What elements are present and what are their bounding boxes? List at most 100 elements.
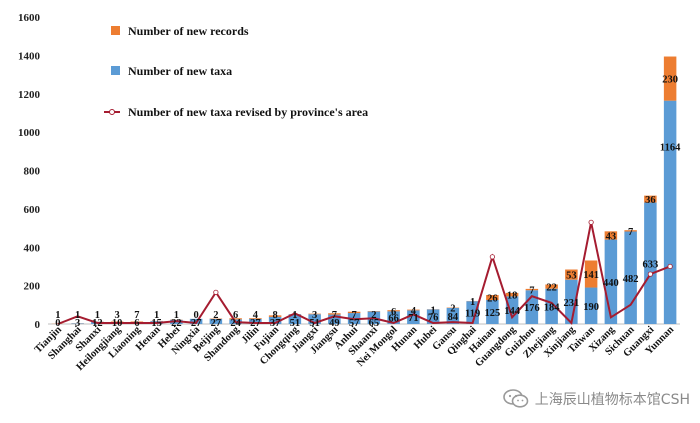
label-new-records: 43 [606,231,617,242]
label-new-taxa: 27 [250,318,261,329]
revised-point [667,263,673,270]
bar-new-records [268,315,282,317]
bar-new-records [624,230,637,232]
label-new-records: 1 [75,310,80,321]
bar-new-records [545,284,558,289]
label-new-taxa: 176 [524,303,540,314]
watermark: 上海辰山植物标本馆CSH [502,389,690,409]
label-new-records: 3 [312,310,317,321]
y-tick-label: 600 [24,204,41,216]
bar-new-records [565,269,578,280]
label-new-taxa: 24 [230,318,241,329]
bar-new-taxa [288,314,302,324]
label-new-taxa: 15 [151,318,162,329]
label-new-taxa: 119 [465,309,480,320]
label-new-records: 2 [450,304,455,315]
label-new-taxa: 51 [309,318,320,329]
label-new-records: 36 [645,195,656,206]
bar-new-records [584,260,598,288]
bar-new-records [407,309,420,311]
label-new-records: 141 [583,270,599,281]
bar-new-taxa [584,287,598,324]
label-new-taxa: 1164 [660,143,681,154]
label-new-taxa: 482 [623,274,639,285]
label-new-records: 1 [431,305,436,316]
bar-new-taxa [209,318,223,324]
label-new-records: 2 [371,310,376,321]
legend-label-new-records: Number of new records [128,24,249,38]
label-new-records: 26 [487,294,498,305]
label-new-records: 1 [55,310,60,321]
label-new-taxa: 10 [112,318,123,329]
y-tick-label: 800 [24,166,41,178]
bar-new-taxa [486,300,499,324]
bar-new-taxa [268,316,282,324]
label-new-records: 4 [253,310,259,321]
legend-swatch-new-taxa [111,66,120,75]
legend-swatch-new-records [111,26,120,35]
bar-new-taxa [446,307,460,324]
bar-new-taxa [466,301,479,324]
bar-new-taxa [426,309,440,324]
label-new-taxa: 66 [388,314,399,325]
legend-marker-revised [109,109,115,115]
label-new-records: 7 [352,310,357,321]
label-new-records: 3 [115,310,120,321]
legend-label-revised: Number of new taxa revised by province's… [128,105,368,119]
bar-new-taxa [663,100,677,324]
label-new-records: 0 [194,310,199,321]
bar-new-records [328,313,341,315]
label-new-taxa: 84 [448,312,459,323]
label-new-taxa: 0 [55,318,60,329]
bar-new-records [110,321,124,323]
label-new-records: 1 [174,310,179,321]
label-new-records: 22 [546,283,557,294]
label-new-taxa: 440 [603,278,619,289]
label-new-taxa: 633 [643,259,659,270]
bar-new-records [308,313,321,315]
value-labels: 0131121103671512212702722462743785115134… [55,75,681,329]
revised-point [647,271,653,277]
label-new-records: 7 [134,310,139,321]
legend: Number of new records Number of new taxa… [104,24,368,119]
bar-new-taxa [407,310,420,324]
y-tick-label: 1400 [18,50,41,62]
bar-new-records [505,292,519,297]
y-tick-label: 1000 [18,127,41,139]
label-new-taxa: 6 [134,318,139,329]
label-new-taxa: 37 [270,318,281,329]
label-new-taxa: 27 [191,318,202,329]
label-new-taxa: 125 [485,308,501,319]
label-new-records: 4 [411,306,417,317]
bar-new-records [347,311,361,314]
bar-new-records [604,231,618,240]
label-new-taxa: 71 [408,313,419,324]
label-new-records: 7 [332,310,337,321]
y-tick-label: 200 [24,281,41,293]
label-new-taxa: 51 [290,318,301,329]
label-new-records: 1 [470,297,475,308]
revised-point [588,219,594,225]
label-new-taxa: 190 [583,302,599,313]
y-tick-label: 1200 [18,89,41,101]
bar-new-taxa [71,323,84,324]
bar-new-records [486,295,499,301]
bar-new-taxa [545,288,558,324]
bar-new-taxa [644,202,657,324]
label-new-taxa: 12 [92,318,103,329]
bar-new-taxa [308,314,321,324]
bar-new-records [229,318,242,320]
label-new-taxa: 231 [564,298,580,309]
revised-point [489,254,495,260]
revised-point [213,289,219,295]
label-new-records: 230 [662,75,678,86]
label-new-records: 53 [566,271,577,282]
bar-new-taxa [249,318,262,324]
label-new-records: 18 [507,291,518,302]
revised-line [57,219,673,326]
bar-new-records [525,288,539,291]
label-new-records: 1 [292,310,297,321]
label-new-taxa: 57 [349,318,360,329]
